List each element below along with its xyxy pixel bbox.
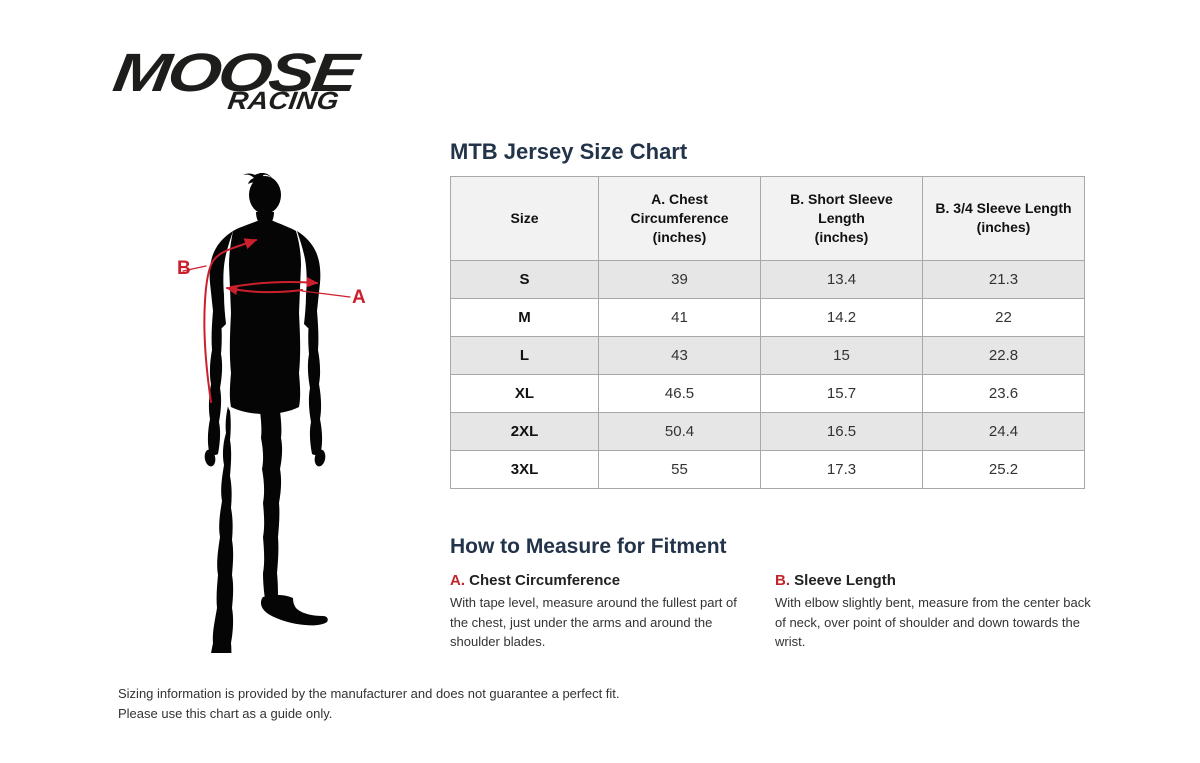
svg-text:B: B [177,258,191,279]
svg-text:A: A [352,287,366,308]
